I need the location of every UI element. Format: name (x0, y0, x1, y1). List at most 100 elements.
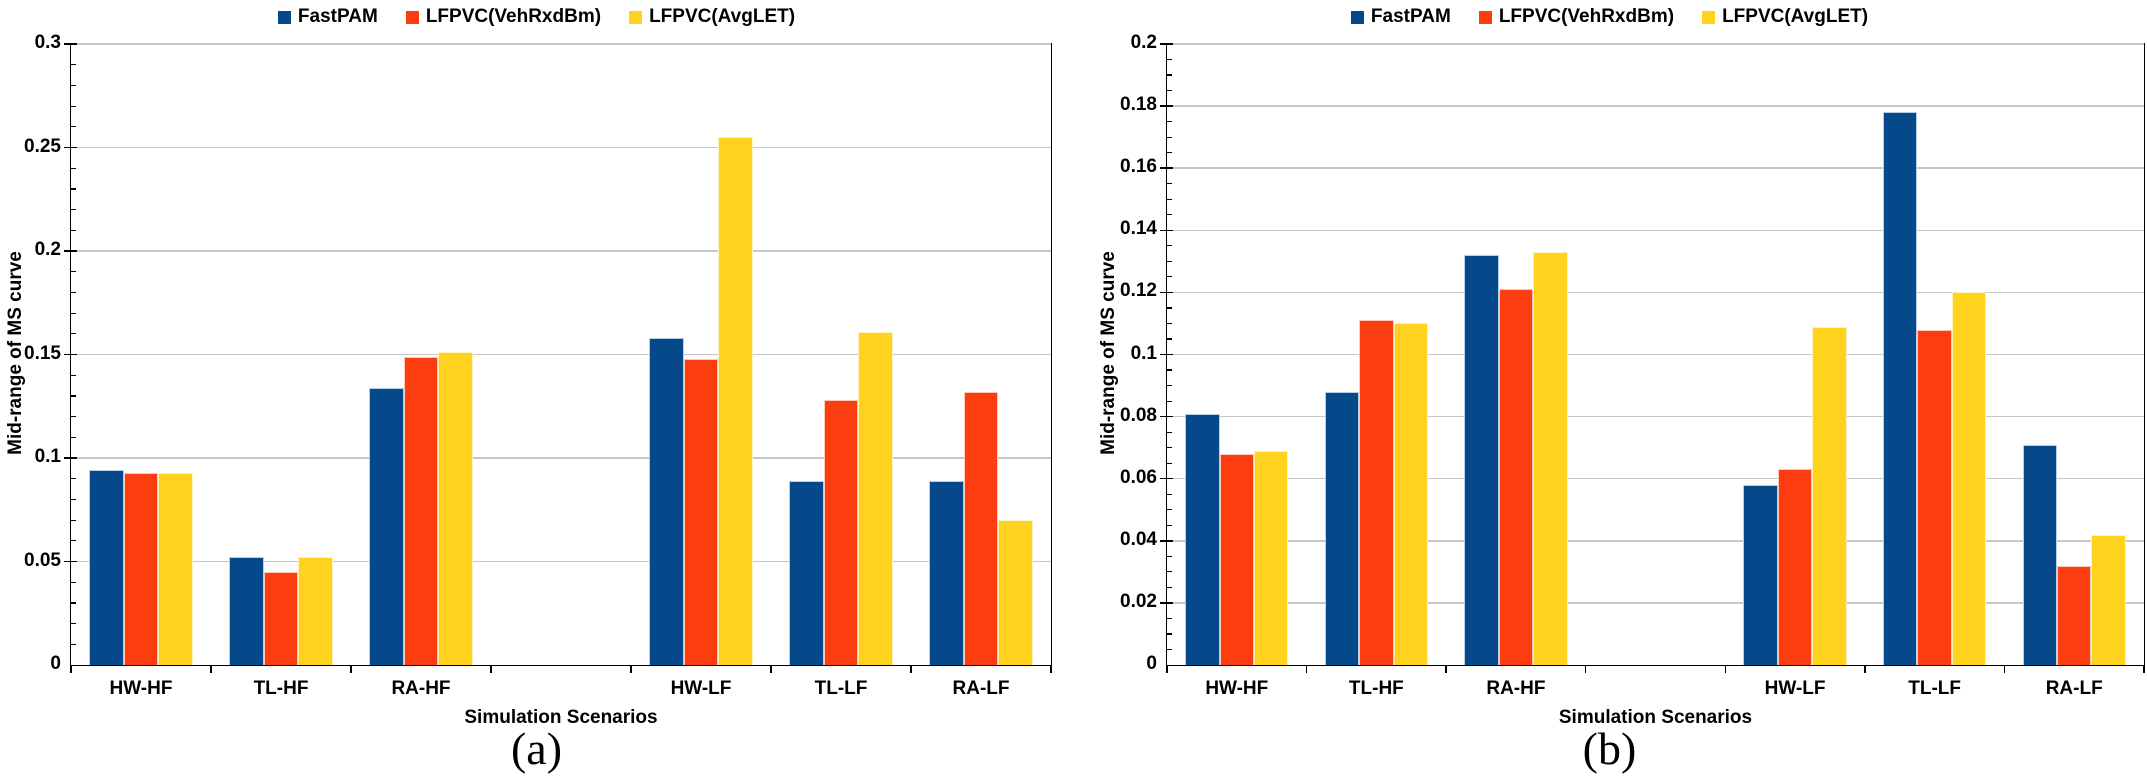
legend-label: FastPAM (297, 6, 378, 27)
bar-fastpam-hw-lf (1743, 484, 1778, 665)
y-minor-tick (1167, 384, 1172, 387)
y-tick-label: 0.15 (24, 342, 61, 364)
y-major-tick (1160, 105, 1173, 107)
y-gridline (1167, 353, 2144, 356)
x-axis-tick (490, 665, 492, 673)
y-gridline (1167, 477, 2144, 480)
bar-fastpam-tl-hf (1324, 391, 1360, 665)
y-major-tick (64, 560, 77, 563)
bar-lfpvc-avglet--ra-hf (438, 352, 473, 665)
y-minor-tick (1167, 183, 1172, 185)
x-category-label: RA-LF (952, 678, 1010, 699)
y-gridline (1167, 43, 2144, 45)
bar-lfpvc-vehrxdbm--tl-lf (1917, 329, 1952, 665)
bar-fastpam-tl-hf (229, 557, 264, 665)
y-minor-tick (71, 623, 76, 625)
bar-fastpam-tl-lf (1882, 112, 1918, 665)
y-major-tick (1160, 167, 1173, 169)
y-major-tick (1160, 353, 1173, 356)
legend: FastPAM LFPVC(VehRxdBm) LFPVC(AvgLET) (0, 6, 1073, 28)
x-axis-tick (910, 665, 912, 673)
y-minor-tick (1167, 74, 1172, 76)
plot-area: Simulation Scenarios HW-HF TL-HF RA-HF HW-L… (1160, 43, 2145, 728)
y-minor-tick (1167, 276, 1172, 278)
bar-lfpvc-avglet--hw-lf (718, 137, 753, 665)
y-gridline (1167, 167, 2144, 169)
legend-item: LFPVC(VehRxdBm) (1478, 6, 1674, 28)
y-minor-tick (1167, 369, 1172, 371)
y-tick-label: 0.2 (1130, 32, 1157, 53)
y-major-tick (1160, 477, 1173, 480)
y-minor-tick (71, 519, 76, 521)
legend-item: FastPAM (277, 6, 378, 28)
chart-b: FastPAM LFPVC(VehRxdBm) LFPVC(AvgLET) Mid-… (1073, 0, 2146, 779)
y-minor-tick (71, 374, 76, 376)
y-gridline (71, 457, 1051, 459)
bar-lfpvc-vehrxdbm--tl-hf (1359, 320, 1394, 665)
y-gridline (71, 43, 1051, 45)
y-minor-tick (71, 333, 76, 335)
y-minor-tick (71, 602, 76, 604)
y-tick-label: 0.12 (1120, 280, 1157, 302)
x-category-label: HW-LF (670, 678, 732, 699)
y-minor-tick (71, 271, 76, 273)
legend: FastPAM LFPVC(VehRxdBm) LFPVC(AvgLET) (1073, 6, 2146, 28)
x-axis-tick (1050, 665, 1052, 673)
y-gridline (71, 560, 1051, 563)
y-minor-tick (71, 498, 76, 500)
y-minor-tick (1167, 260, 1172, 262)
y-minor-tick (1167, 245, 1172, 247)
bar-lfpvc-vehrxdbm--ra-hf (403, 356, 439, 665)
legend-swatch (405, 10, 419, 24)
y-major-tick (64, 146, 77, 149)
x-axis-tick (2143, 665, 2145, 673)
bar-fastpam-tl-lf (789, 480, 824, 665)
y-gridline (1167, 415, 2144, 418)
y-minor-tick (71, 436, 76, 438)
x-axis-tick (1445, 665, 1447, 673)
bar-lfpvc-vehrxdbm--tl-lf (823, 400, 859, 665)
bar-lfpvc-vehrxdbm--tl-hf (263, 571, 299, 665)
bar-fastpam-hw-lf (649, 337, 684, 665)
y-minor-tick (71, 64, 76, 66)
y-minor-tick (71, 188, 76, 190)
legend-label: LFPVC(AvgLET) (649, 6, 796, 27)
legend-item: LFPVC(AvgLET) (629, 6, 795, 28)
legend-swatch (1478, 10, 1492, 24)
legend-swatch (1702, 10, 1716, 24)
y-minor-tick (71, 312, 76, 314)
y-major-tick (1160, 415, 1173, 418)
y-minor-tick (71, 209, 76, 211)
bar-lfpvc-vehrxdbm--ra-lf (2056, 565, 2092, 665)
x-category-label: TL-LF (814, 678, 868, 699)
bar-lfpvc-vehrxdbm--hw-lf (683, 358, 719, 665)
x-category-label: TL-HF (253, 678, 309, 699)
legend-swatch (629, 10, 643, 24)
x-axis-tick (630, 665, 632, 673)
y-major-tick (1160, 229, 1173, 232)
bar-lfpvc-avglet--hw-lf (1812, 326, 1847, 665)
x-category-label: TL-HF (1348, 678, 1404, 699)
y-minor-tick (1167, 121, 1172, 123)
y-major-tick (1160, 602, 1173, 604)
x-axis-tick (2003, 665, 2006, 673)
y-tick-label: 0.02 (1120, 590, 1157, 612)
y-tick-label: 0.1 (34, 446, 61, 467)
y-minor-tick (71, 291, 76, 293)
y-minor-tick (1167, 617, 1172, 620)
y-minor-tick (71, 395, 76, 397)
legend-swatch (277, 10, 291, 24)
y-minor-tick (71, 84, 76, 86)
y-tick-label: 0.3 (34, 32, 61, 53)
y-minor-tick (1167, 462, 1172, 464)
bar-fastpam-ra-lf (929, 480, 964, 665)
bar-lfpvc-avglet--hw-hf (1254, 450, 1289, 665)
bar-fastpam-hw-hf (89, 470, 124, 665)
x-axis-tick (210, 665, 212, 673)
y-gridline (1167, 229, 2144, 232)
plot-area: Simulation Scenarios HW-HF TL-HF RA-HF HW-L… (64, 43, 1052, 728)
legend-item: FastPAM (1350, 6, 1451, 28)
y-major-tick (64, 353, 77, 356)
y-tick-label: 0.05 (24, 549, 61, 571)
x-axis-tick (1724, 665, 1727, 673)
